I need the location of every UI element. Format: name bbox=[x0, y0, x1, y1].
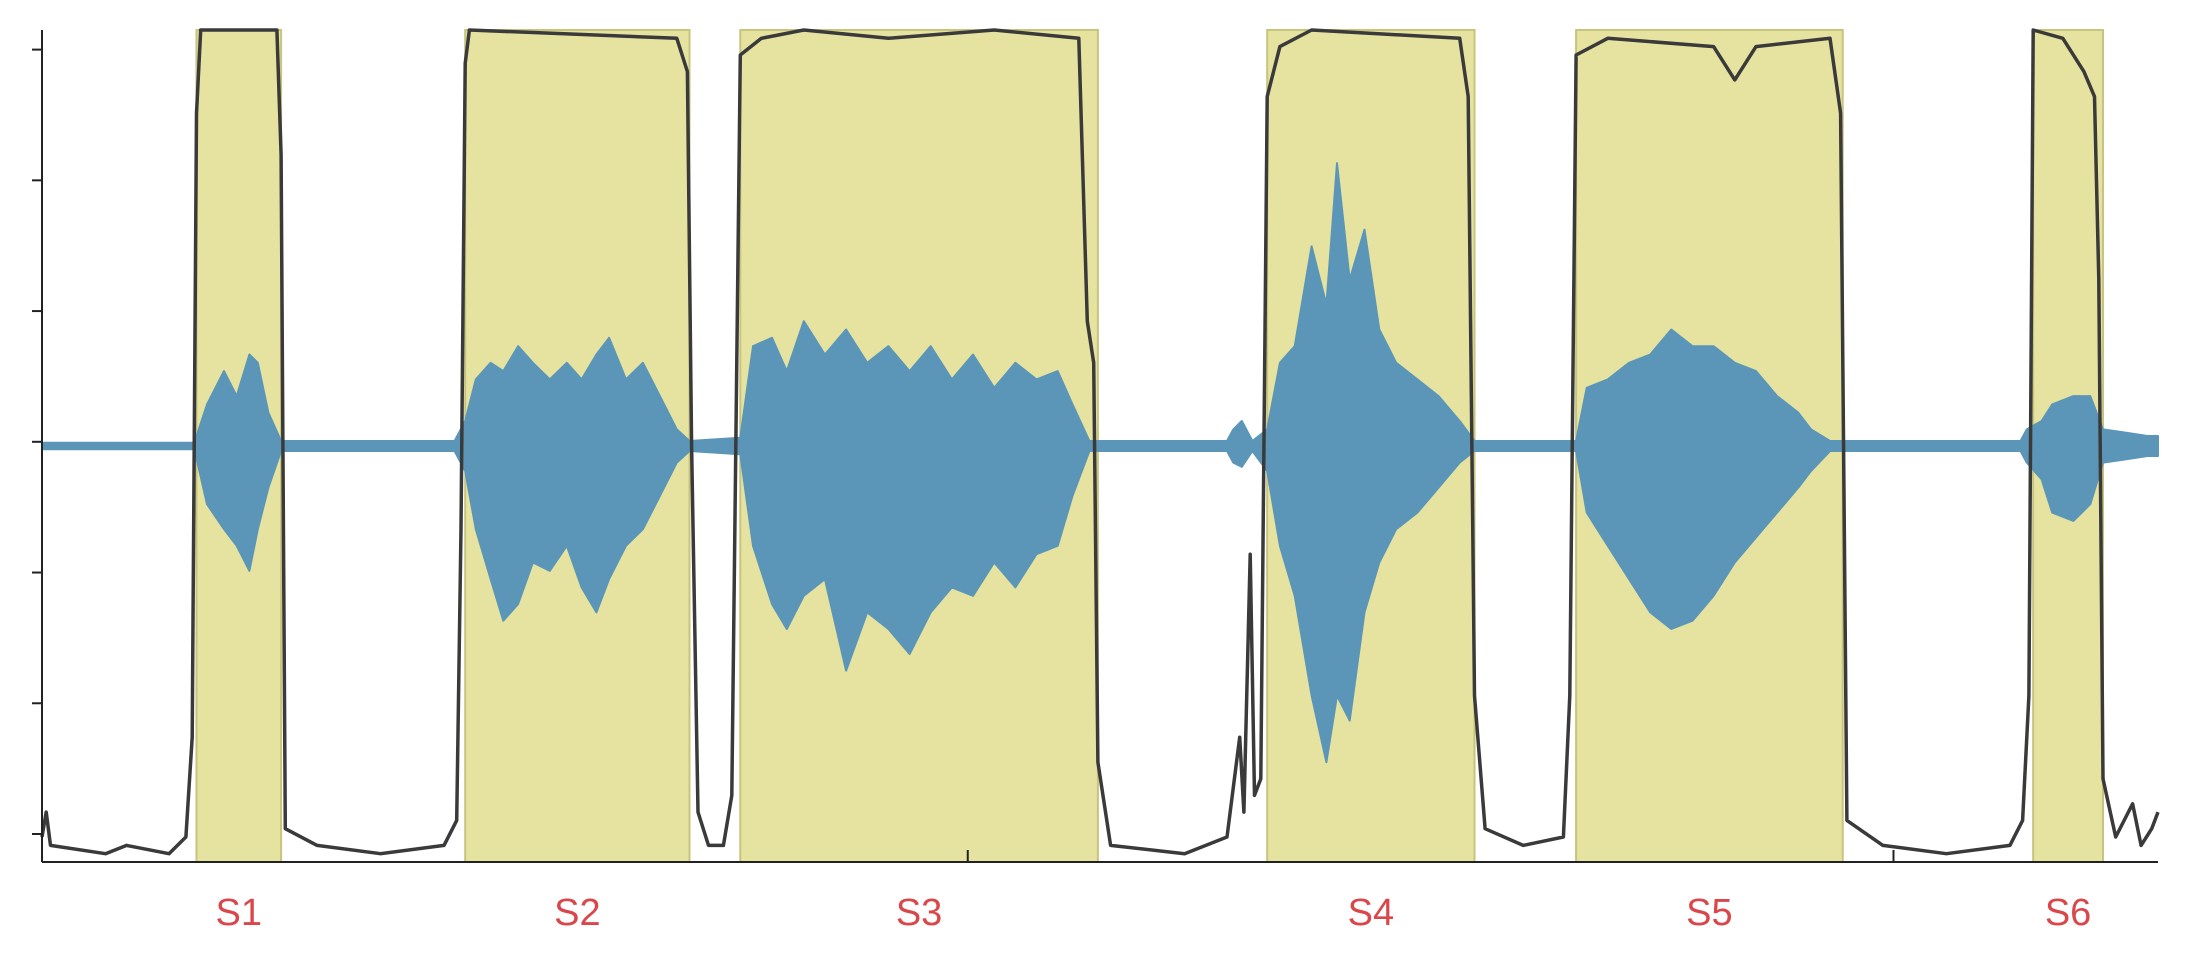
probability-layer bbox=[40, 28, 2160, 856]
segment-label-s2: S2 bbox=[554, 892, 600, 934]
segment-label-s1: S1 bbox=[216, 892, 262, 934]
axes bbox=[32, 30, 2158, 863]
segment-label-s5: S5 bbox=[1686, 892, 1732, 934]
segment-label-s6: S6 bbox=[2045, 892, 2091, 934]
speech-probability-line bbox=[40, 28, 2160, 856]
segment-label-s4: S4 bbox=[1348, 892, 1394, 934]
waveform-layer bbox=[41, 162, 2159, 764]
segment-labels: S1 S2 S3 S4 S5 S6 bbox=[216, 892, 2092, 934]
segment-label-s3: S3 bbox=[896, 892, 942, 934]
waveform-envelope bbox=[41, 162, 2159, 764]
